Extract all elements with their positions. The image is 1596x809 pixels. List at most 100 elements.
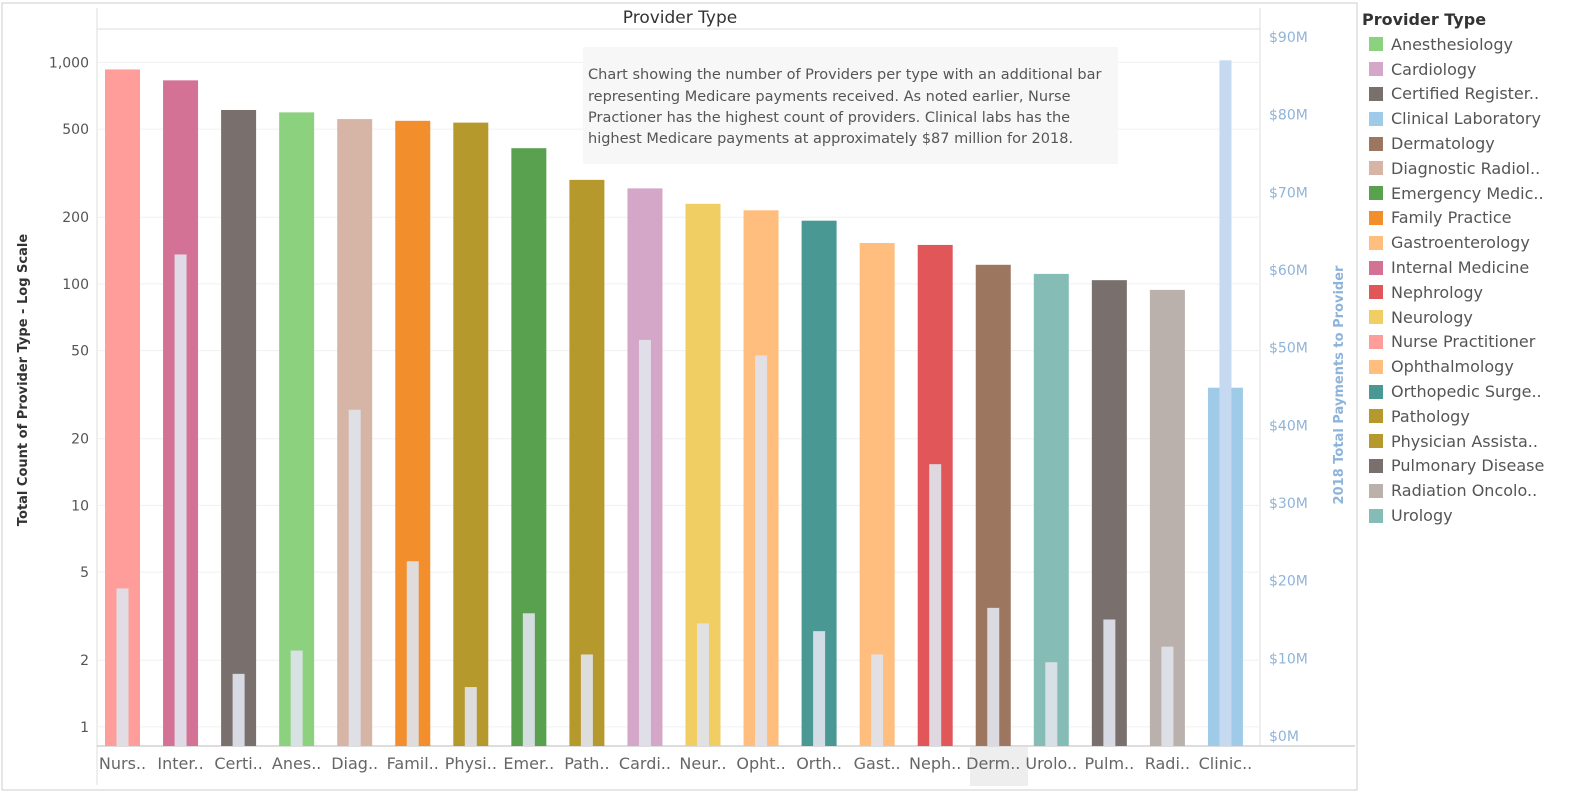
legend-item[interactable]: Urology [1362,503,1592,528]
payment-bar [1045,662,1058,746]
legend-swatch [1369,210,1383,225]
legend-label: Emergency Medic.. [1391,183,1544,203]
payment-bar [638,339,651,746]
x-tick-label: Opht.. [736,754,785,773]
payment-bar [348,409,361,746]
left-tick-label: 2 [80,653,89,669]
x-axis-ticks: Nurs.. Inter.. Certi.. Anes.. Diag.. Famil.. P… [99,754,1252,773]
payment-bar [116,588,129,746]
payment-bar [174,254,187,746]
count-bar [569,179,605,746]
legend-swatch [1369,285,1383,300]
payment-bar [871,654,884,746]
payment-bar [1219,60,1232,747]
payment-bar [1161,646,1174,746]
payment-bar [290,650,303,746]
legend-item[interactable]: Nephrology [1362,280,1592,305]
x-tick-label: Pulm.. [1084,754,1134,773]
legend-item[interactable]: Orthopedic Surge.. [1362,379,1592,404]
legend-swatch [1369,37,1383,52]
legend-item[interactable]: Dermatology [1362,131,1592,156]
legend-item[interactable]: Physician Assista.. [1362,429,1592,454]
annotation-line-4: highest Medicare payments at approximate… [588,131,1073,147]
legend-swatch [1369,359,1383,374]
legend-item[interactable]: Nurse Practitioner [1362,330,1592,355]
legend-swatch [1369,334,1383,349]
annotation-line-2: representing Medicare payments received.… [588,89,1071,105]
right-tick-label: $10M [1269,651,1308,667]
legend-label: Pathology [1391,406,1470,426]
payment-bar [697,623,709,746]
legend-swatch [1369,186,1383,201]
annotation-line-1: Chart showing the number of Providers pe… [588,67,1101,83]
legend-swatch [1369,136,1383,151]
right-tick-label: $0M [1269,729,1299,745]
left-tick-label: 10 [71,498,89,514]
legend-item[interactable]: Diagnostic Radiol.. [1362,156,1592,181]
legend-item[interactable]: Emergency Medic.. [1362,181,1592,206]
x-tick-label: Certi.. [214,754,262,773]
legend-label: Clinical Laboratory [1391,109,1541,129]
legend-item[interactable]: Clinical Laboratory [1362,106,1592,131]
x-tick-label: Diag.. [331,754,378,773]
payment-bar [755,355,768,746]
x-tick-label: Orth.. [796,754,842,773]
payment-bar [464,687,477,746]
legend-item[interactable]: Family Practice [1362,206,1592,231]
right-tick-label: $70M [1269,185,1308,201]
chart-title: Provider Type [623,8,737,28]
left-tick-label: 200 [62,210,89,226]
count-bar [221,109,257,747]
left-tick-label: 50 [71,344,89,360]
left-tick-label: 1,000 [49,55,89,71]
right-tick-label: $50M [1269,341,1308,357]
left-axis-ticks: 1,000 500 200 100 50 20 10 5 2 1 [49,55,89,735]
legend-title: Provider Type [1362,10,1487,29]
x-tick-label: Cardi.. [619,754,671,773]
count-bars [105,69,1243,747]
x-tick-label: Derm.. [966,754,1020,773]
legend-label: Pulmonary Disease [1391,456,1545,476]
right-tick-label: $20M [1269,574,1308,590]
legend-item[interactable]: Ophthalmology [1362,354,1592,379]
legend-item[interactable]: Pulmonary Disease [1362,454,1592,479]
count-bar [279,112,315,747]
right-tick-label: $60M [1269,263,1308,279]
chart-frame [1,2,1358,791]
legend-item[interactable]: Cardiology [1362,57,1592,82]
legend-swatch [1369,260,1383,275]
legend-swatch [1369,310,1383,325]
payment-bar [522,613,535,746]
x-tick-label: Neph.. [909,754,961,773]
legend-item[interactable]: Anesthesiology [1362,32,1592,57]
legend-label: Urology [1391,506,1453,526]
legend-swatch [1369,458,1383,473]
legend-item[interactable]: Neurology [1362,305,1592,330]
highlighted-category-bg [970,747,1028,786]
legend-swatch [1369,508,1383,523]
annotation-line-3: Practioner has the highest count of prov… [588,110,1070,126]
left-tick-label: 20 [71,432,89,448]
count-bar [453,122,489,746]
payment-bar [580,654,593,746]
legend-item[interactable]: Internal Medicine [1362,255,1592,280]
right-tick-label: $30M [1269,496,1308,512]
payment-bar [1103,619,1116,746]
legend-label: Neurology [1391,307,1473,327]
right-tick-label: $80M [1269,108,1308,124]
x-tick-label: Urolo.. [1025,754,1077,773]
payment-bar [232,673,245,746]
legend-swatch [1369,434,1383,449]
x-tick-label: Famil.. [387,754,439,773]
legend-items: Anesthesiology Cardiology Certified Regist… [1362,32,1592,528]
payment-bar [406,561,419,746]
legend-label: Radiation Oncolo.. [1391,481,1538,501]
legend-item[interactable]: Certified Register.. [1362,82,1592,107]
legend-label: Diagnostic Radiol.. [1391,158,1541,178]
legend-item[interactable]: Radiation Oncolo.. [1362,478,1592,503]
legend-item[interactable]: Gastroenterology [1362,230,1592,255]
legend-swatch [1369,86,1383,101]
legend-item[interactable]: Pathology [1362,404,1592,429]
x-tick-label: Emer.. [503,754,554,773]
